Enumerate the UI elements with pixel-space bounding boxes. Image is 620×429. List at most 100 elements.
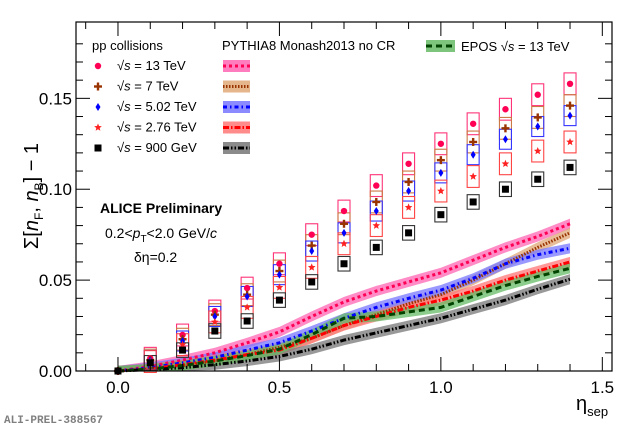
marker-square	[340, 260, 348, 268]
marker-square	[243, 317, 251, 325]
preliminary-id: ALI-PREL-388567	[4, 415, 103, 427]
marker-diamond	[406, 187, 412, 196]
syst-box	[208, 323, 222, 339]
marker-square	[372, 243, 380, 251]
model-line	[117, 260, 571, 373]
syst-box	[369, 239, 383, 256]
marker-cross	[94, 82, 102, 91]
syst-box	[402, 195, 416, 219]
marker-star	[275, 283, 284, 291]
marker-star	[501, 159, 510, 168]
marker-star	[307, 263, 316, 271]
tick-labels: 0.0 0.5 1.0 1.5 0.00 0.05 0.10 0.15	[39, 89, 614, 397]
marker-circle	[94, 62, 102, 70]
syst-box	[466, 165, 480, 188]
marker-star	[340, 239, 348, 247]
y-axis-title: Σ[nF, nB] − 1	[21, 143, 46, 249]
marker-star	[243, 303, 251, 311]
syst-box	[337, 255, 351, 272]
legend-label-epos: EPOS √s = 13 TeV	[461, 39, 570, 54]
marker-circle	[308, 231, 315, 238]
x-tick-label: 0.0	[106, 378, 130, 397]
syst-box	[531, 139, 545, 163]
syst-box	[498, 152, 512, 176]
marker-circle	[243, 284, 251, 292]
legend-title-model: PYTHIA8 Monash2013 no CR	[222, 38, 395, 53]
marker-cross	[404, 177, 413, 186]
model-band	[117, 243, 571, 371]
syst-box	[498, 181, 512, 198]
marker-square	[179, 346, 187, 354]
marker-cross	[501, 124, 510, 133]
marker-star	[566, 137, 574, 146]
syst-box	[272, 292, 286, 308]
legend-label: √s = 7 TeV	[117, 79, 179, 94]
marker-square	[405, 229, 413, 237]
marker-diamond	[309, 247, 315, 256]
marker-square	[211, 327, 219, 335]
x-tick-label: 1.5	[590, 378, 614, 397]
y-tick-label: 0.00	[39, 362, 72, 381]
syst-box	[531, 171, 545, 188]
marker-square	[275, 296, 283, 304]
model-line	[117, 277, 571, 373]
syst-box	[402, 225, 416, 241]
marker-cross	[340, 219, 348, 228]
annotation-delta-eta: δη=0.2	[134, 249, 177, 265]
syst-box	[402, 152, 416, 176]
marker-square	[534, 175, 542, 183]
legend-data: √s = 13 TeV √s = 7 TeV √s = 5.02 TeV √s = 2…	[94, 58, 197, 155]
marker-star	[469, 172, 477, 180]
syst-box	[498, 97, 512, 121]
syst-box	[466, 112, 480, 136]
marker-star	[178, 340, 187, 348]
marker-diamond	[438, 168, 444, 177]
marker-star	[533, 147, 542, 155]
syst-box	[434, 206, 448, 223]
marker-cross	[307, 241, 316, 250]
syst-box	[563, 159, 577, 176]
axis-ticks	[76, 22, 612, 372]
marker-cross	[566, 101, 575, 110]
marker-circle	[179, 331, 186, 339]
marker-cross	[469, 137, 478, 146]
marker-square	[308, 278, 316, 286]
syst-box	[240, 313, 254, 329]
legend-label: √s = 2.76 TeV	[117, 120, 197, 135]
syst-box	[434, 179, 448, 203]
model-lines	[117, 222, 571, 373]
legend-band	[223, 142, 250, 154]
marker-diamond	[341, 228, 347, 237]
marker-circle	[534, 91, 541, 98]
syst-box	[305, 240, 319, 262]
model-line	[117, 222, 571, 373]
legend-label: √s = 13 TeV	[117, 58, 186, 73]
marker-star	[437, 187, 445, 195]
marker-square	[501, 185, 509, 193]
x-tick-label: 1.0	[429, 378, 453, 397]
legend-title-data: pp collisions	[92, 38, 163, 53]
marker-circle	[405, 160, 412, 167]
marker-circle	[502, 106, 509, 113]
data-markers	[113, 80, 575, 375]
legend-label: √s = 5.02 TeV	[117, 99, 197, 114]
marker-circle	[373, 182, 380, 189]
marker-diamond	[373, 207, 379, 216]
marker-diamond	[212, 312, 218, 321]
marker-diamond	[535, 122, 541, 131]
marker-square	[437, 211, 445, 219]
marker-cross	[372, 197, 381, 206]
legend-epos: EPOS √s = 13 TeV	[426, 39, 570, 54]
marker-circle	[276, 260, 283, 267]
marker-circle	[340, 207, 348, 215]
x-axis-title: ηsep	[576, 393, 608, 419]
marker-star	[94, 123, 102, 131]
syst-box	[466, 194, 480, 210]
y-tick-label: 0.15	[39, 89, 72, 108]
marker-diamond	[567, 111, 573, 120]
syst-box	[531, 83, 545, 107]
marker-square	[146, 359, 154, 367]
systematic-boxes	[143, 72, 577, 374]
syst-box	[305, 274, 319, 290]
